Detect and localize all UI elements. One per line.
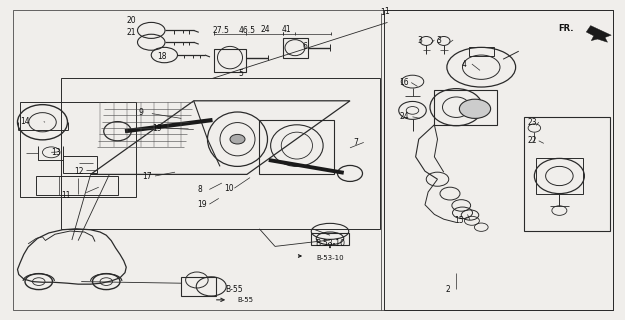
Text: 10: 10	[224, 184, 233, 193]
Text: 6: 6	[302, 42, 308, 51]
Text: 2: 2	[445, 285, 450, 294]
Ellipse shape	[230, 134, 245, 144]
Bar	[181, 277, 216, 296]
Bar	[214, 49, 246, 72]
Text: 8: 8	[198, 185, 202, 194]
Bar	[524, 117, 610, 231]
Text: B-53-10: B-53-10	[316, 255, 344, 261]
Text: 21: 21	[126, 28, 136, 36]
Text: 24: 24	[400, 112, 409, 121]
Bar	[384, 10, 612, 310]
Text: 11: 11	[61, 191, 71, 200]
Text: 4: 4	[461, 60, 466, 68]
Bar	[469, 47, 494, 56]
Text: 12: 12	[74, 167, 83, 176]
Bar	[61, 78, 380, 229]
Bar	[36, 176, 118, 195]
Text: B-55: B-55	[238, 297, 254, 303]
Bar	[20, 102, 136, 197]
Bar	[434, 90, 497, 125]
Text: FR.: FR.	[558, 24, 574, 33]
Text: 23: 23	[528, 118, 537, 127]
Text: 17: 17	[142, 172, 152, 180]
Text: 7: 7	[353, 138, 358, 147]
Bar	[311, 233, 349, 245]
Polygon shape	[586, 26, 611, 42]
Text: 41: 41	[281, 25, 291, 34]
Text: 1: 1	[384, 7, 389, 16]
Text: 3: 3	[418, 36, 422, 44]
Text: 46.5: 46.5	[238, 26, 256, 35]
Text: 14: 14	[20, 117, 29, 126]
Text: 15: 15	[454, 216, 464, 225]
Text: 24: 24	[260, 25, 270, 34]
Text: 13: 13	[51, 148, 61, 156]
Text: 3: 3	[436, 36, 441, 44]
Text: 1: 1	[380, 8, 385, 17]
Text: 22: 22	[528, 136, 537, 145]
Text: 18: 18	[158, 52, 167, 60]
Text: 16: 16	[399, 78, 408, 87]
Text: 19: 19	[152, 124, 162, 132]
Ellipse shape	[459, 99, 491, 118]
Bar	[536, 158, 583, 194]
Text: B-55: B-55	[226, 285, 243, 294]
Text: 9: 9	[139, 108, 144, 117]
Text: B-53-10: B-53-10	[315, 239, 345, 248]
Bar	[282, 38, 308, 58]
Text: 5: 5	[238, 69, 243, 78]
Text: 20: 20	[126, 16, 136, 25]
Bar	[62, 156, 97, 173]
Text: 27.5: 27.5	[213, 26, 230, 35]
Text: 19: 19	[198, 200, 207, 209]
